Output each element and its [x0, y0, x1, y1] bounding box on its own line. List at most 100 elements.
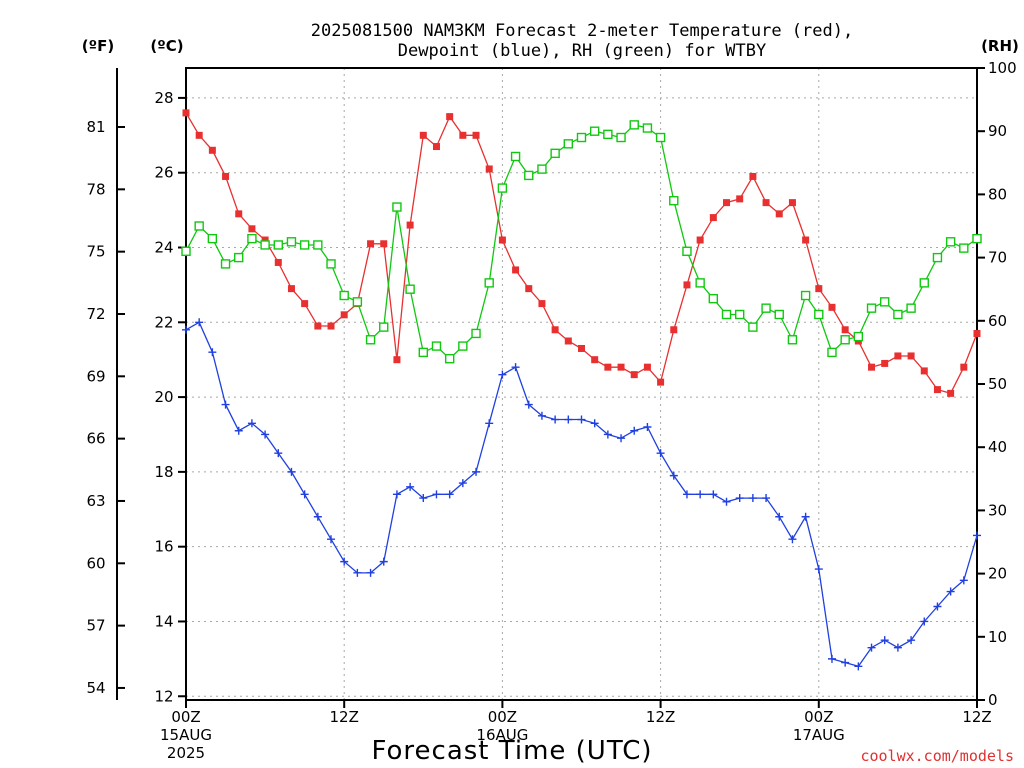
rh-point: [418, 347, 428, 358]
celsius-tick-label: 20: [154, 388, 173, 406]
dewpoint-point: [762, 494, 771, 503]
temperature-point: [960, 363, 968, 371]
dewpoint-point: [959, 576, 968, 585]
rh-point: [919, 278, 929, 288]
dewpoint-point: [432, 490, 441, 499]
rh-point: [326, 259, 336, 269]
rh-point: [471, 328, 481, 339]
dewpoint-point: [472, 467, 481, 476]
fahrenheit-tick-label: 72: [86, 305, 105, 323]
temperature-point: [498, 236, 506, 244]
dewpoint-point: [195, 318, 204, 327]
rh-point: [589, 126, 600, 136]
fahrenheit-tick-label: 69: [86, 367, 105, 385]
dewpoint-point: [551, 415, 560, 424]
dewpoint-point: [933, 602, 942, 611]
rh-point: [682, 246, 692, 256]
temperature-point: [828, 303, 836, 311]
dewpoint-point: [261, 430, 270, 439]
rh-tick-label: 100: [988, 59, 1017, 77]
temperature-point: [274, 258, 282, 266]
dewpoint-point: [696, 490, 705, 499]
dewpoint-point: [379, 557, 388, 566]
rh-point: [234, 252, 244, 263]
rh-point: [761, 303, 771, 313]
rh-point: [945, 237, 956, 247]
chart-title-line-2: Dewpoint (blue), RH (green) for WTBY: [398, 41, 766, 61]
rh-unit-label: (RH): [981, 37, 1019, 55]
celsius-tick-label: 26: [154, 164, 173, 182]
celsius-tick-label: 28: [154, 89, 173, 107]
fahrenheit-tick-label: 57: [86, 617, 105, 635]
rh-point: [655, 132, 666, 143]
rh-point: [194, 221, 204, 231]
celsius-tick-label: 16: [154, 538, 173, 556]
rh-tick-label: 20: [988, 565, 1007, 583]
temperature-point: [617, 363, 625, 371]
fahrenheit-tick-label: 60: [86, 554, 105, 572]
temperature-point: [287, 285, 295, 293]
rh-point: [972, 233, 982, 244]
celsius-unit-label: (ºC): [150, 37, 183, 55]
temperature-point: [551, 326, 559, 334]
rh-point: [379, 322, 389, 332]
dewpoint-point: [419, 494, 428, 503]
dewpoint-point: [656, 449, 665, 458]
temperature-point: [683, 281, 691, 289]
rh-point: [524, 170, 534, 181]
rh-point: [339, 290, 349, 301]
x-tick-label: 12Z: [962, 708, 991, 726]
rh-point: [893, 309, 903, 320]
dewpoint-point: [524, 400, 533, 409]
temperature-point: [630, 371, 638, 379]
temperature-point: [182, 109, 190, 117]
temperature-point: [643, 363, 651, 371]
temperature-point: [933, 386, 941, 394]
temperature-point: [670, 326, 678, 334]
temperature-point: [472, 131, 480, 139]
rh-tick-label: 90: [988, 122, 1007, 140]
temperature-point: [815, 285, 823, 293]
rh-point: [576, 132, 587, 143]
dewpoint-point: [801, 512, 810, 521]
rh-point: [286, 237, 297, 247]
plot-frame: [185, 67, 978, 701]
dewpoint-point: [946, 587, 955, 596]
rh-point: [510, 151, 521, 162]
temperature-point: [327, 322, 335, 330]
temperature-point: [736, 195, 744, 203]
rh-point: [563, 139, 574, 149]
dewpoint-point: [617, 434, 626, 443]
temperature-point: [749, 172, 757, 180]
rh-tick-label: 70: [988, 249, 1007, 267]
rh-point: [840, 335, 850, 345]
dewpoint-point: [300, 490, 309, 499]
dewpoint-point: [274, 449, 283, 458]
fahrenheit-tick-label: 63: [86, 492, 105, 510]
temperature-point: [406, 221, 414, 229]
dewpoint-point: [340, 557, 349, 566]
celsius-tick-label: 24: [154, 239, 173, 257]
dewpoint-point: [485, 419, 494, 428]
temperature-point: [775, 210, 783, 218]
temperature-point: [696, 236, 704, 244]
temperature-point: [432, 143, 440, 151]
dewpoint-point: [735, 494, 744, 503]
x-tick-date-label: 17AUG: [793, 726, 845, 744]
chart-title-line-1: 2025081500 NAM3KM Forecast 2-meter Tempe…: [311, 21, 853, 41]
temperature-point: [538, 300, 546, 308]
axes: [116, 67, 985, 708]
dewpoint-point: [247, 419, 256, 428]
rh-tick-label: 30: [988, 501, 1007, 519]
rh-point: [695, 278, 705, 288]
temperature-point: [459, 131, 467, 139]
dewpoint-point: [722, 497, 731, 506]
rh-point: [735, 309, 745, 320]
temperature-point: [261, 236, 269, 244]
rh-point: [814, 309, 824, 320]
rh-point: [181, 246, 191, 256]
temperature-point: [564, 337, 572, 345]
temperature-point: [222, 172, 230, 180]
celsius-tick-label: 22: [154, 313, 173, 331]
